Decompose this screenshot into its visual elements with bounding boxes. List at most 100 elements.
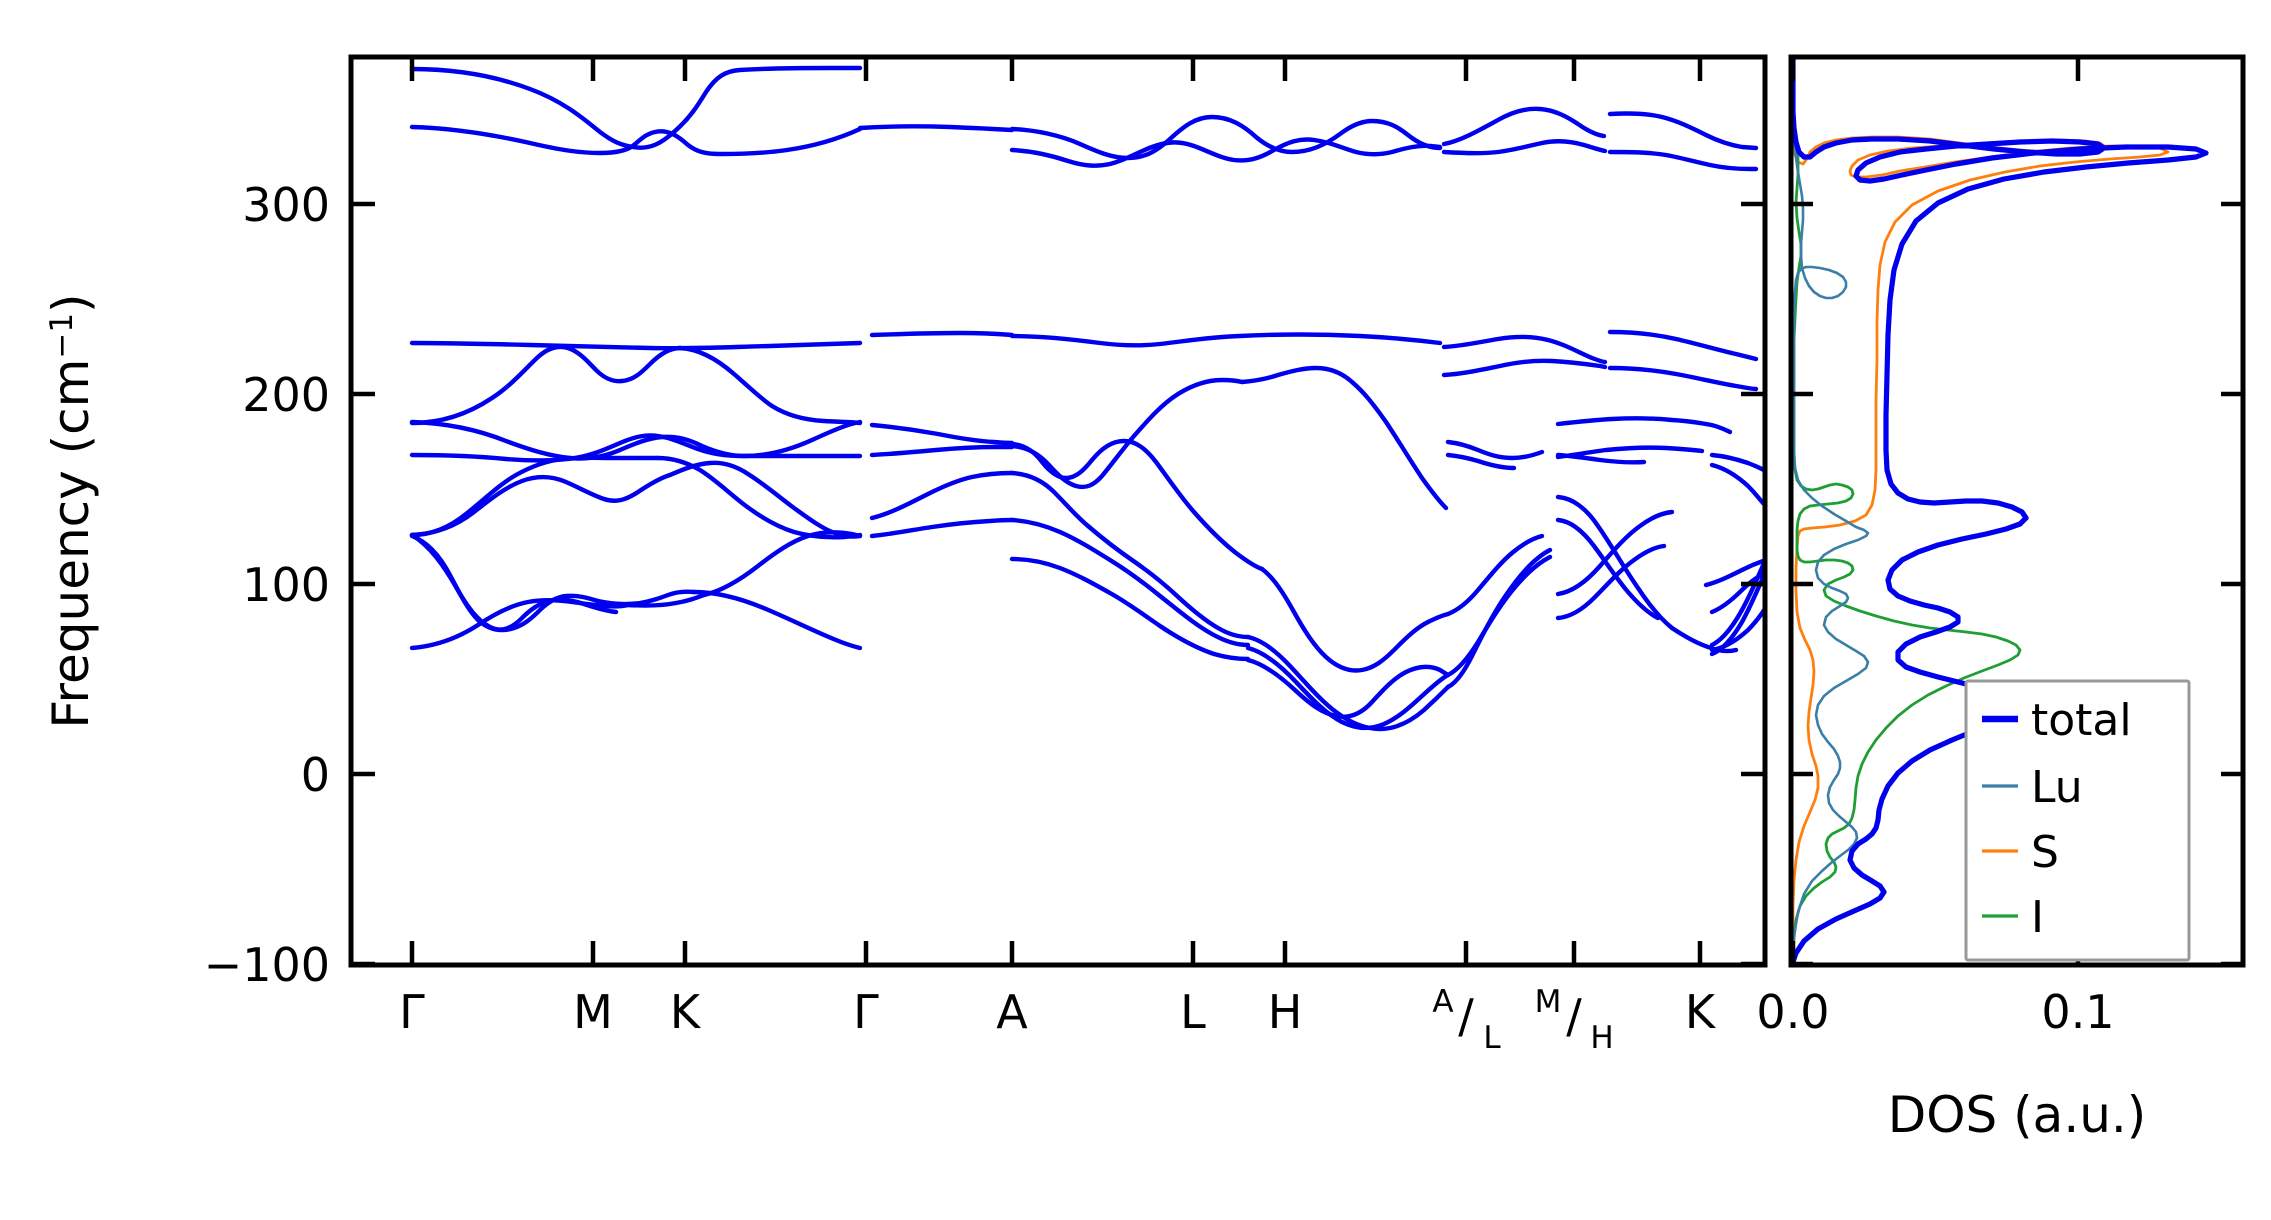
band-x-ticks	[409, 57, 1703, 965]
band-branch	[869, 330, 1015, 338]
band-branch	[1607, 329, 1759, 362]
legend-item-i[interactable]: I	[1982, 892, 2044, 943]
band-branch	[1555, 494, 1675, 631]
band-branch	[409, 597, 631, 651]
band-branch	[1441, 106, 1607, 147]
dos-series-lu	[1791, 57, 1870, 965]
band-branch	[667, 460, 863, 539]
band-branch	[1445, 452, 1517, 471]
band-branch	[1445, 533, 1545, 617]
legend-box	[1964, 679, 2191, 962]
band-xtick-gamma-2: Γ	[853, 985, 879, 1039]
band-panel-frame	[348, 54, 1768, 968]
legend-item-total[interactable]: total	[1982, 695, 2132, 746]
band-branch	[409, 340, 863, 351]
band-branch	[701, 530, 863, 598]
band-branch	[409, 419, 863, 461]
dos-xlabel: DOS (a.u.)	[1888, 1086, 2147, 1144]
band-branch	[1555, 452, 1647, 465]
dos-panel: 0.0 0.1 DOS (a.u.) total Lu S I	[1756, 54, 2246, 1144]
band-xtick-slash-1: /	[1458, 989, 1474, 1043]
band-ytick-0: 0	[301, 748, 330, 802]
band-xtick-gamma-1: Γ	[399, 985, 425, 1039]
band-y-ticks	[351, 201, 1765, 967]
band-branch	[1709, 452, 1765, 473]
legend-label-s: S	[2031, 827, 2059, 878]
legend-label-lu: Lu	[2031, 762, 2083, 813]
band-branch	[1607, 111, 1759, 151]
dos-series-total	[1791, 57, 2209, 965]
band-branch	[1709, 462, 1765, 507]
band-branch	[409, 472, 673, 538]
band-branch	[677, 345, 863, 426]
band-branch	[409, 533, 601, 633]
band-branch	[1607, 365, 1759, 392]
band-branch	[1445, 547, 1553, 690]
band-branch	[1009, 137, 1443, 168]
band-xtick-m: M	[573, 985, 613, 1039]
band-branch	[1445, 554, 1553, 678]
band-branch	[409, 124, 863, 157]
dos-xtick-0: 0.0	[1756, 985, 1829, 1039]
band-xtick-slash-2: /	[1566, 989, 1582, 1043]
band-xtick-k-1: K	[670, 985, 702, 1039]
band-branch	[1709, 555, 1765, 648]
band-branch	[1555, 416, 1709, 427]
band-branch	[1009, 114, 1443, 161]
band-branch	[1245, 645, 1451, 731]
band-curves-low	[409, 365, 1765, 732]
dos-curves	[1791, 57, 2209, 965]
band-branch	[409, 65, 863, 150]
band-branch	[1607, 149, 1759, 172]
band-xtick-a-over-l-top: A	[1432, 984, 1453, 1020]
band-ylabel-exponent: −1	[44, 313, 80, 359]
band-branch	[869, 444, 1015, 458]
band-branch	[595, 589, 697, 607]
band-ytick-100: 100	[242, 558, 330, 612]
band-ylabel-main: Frequency (cm	[42, 359, 100, 729]
band-branch	[1445, 439, 1545, 461]
band-ylabel-paren: )	[42, 293, 100, 313]
band-panel: 300 200 100 0 −100 Frequency (cm−1) Γ M …	[42, 54, 1768, 1056]
band-xtick-m-over-h-bottom: H	[1590, 1020, 1613, 1056]
band-branch	[869, 470, 1015, 521]
band-branch	[409, 344, 683, 426]
band-xtick-a-over-l: A / L	[1432, 984, 1501, 1056]
band-branch	[1555, 543, 1667, 621]
band-branch	[1441, 358, 1608, 378]
legend-label-total: total	[2031, 695, 2132, 746]
band-branch	[1441, 334, 1608, 365]
band-xtick-m-over-h: M / H	[1535, 984, 1614, 1056]
band-branch	[1555, 509, 1675, 597]
band-ylabel-group: Frequency (cm−1)	[42, 293, 100, 728]
legend-item-lu[interactable]: Lu	[1982, 762, 2083, 813]
band-ytick-300: 300	[242, 178, 330, 232]
dos-y-ticks	[1791, 201, 2243, 967]
band-branch	[1555, 445, 1705, 460]
legend: total Lu S I	[1964, 679, 2191, 962]
band-branch	[1009, 517, 1251, 648]
band-branch	[1245, 634, 1451, 732]
band-branch	[1009, 438, 1265, 572]
band-branch	[857, 124, 1015, 133]
band-branch	[1441, 139, 1608, 156]
legend-label-i: I	[2031, 892, 2044, 943]
band-branch	[625, 592, 707, 608]
band-branch	[869, 422, 1015, 446]
band-ylabel: Frequency (cm−1)	[42, 293, 100, 728]
band-branch	[1245, 657, 1451, 719]
band-xtick-a-over-l-bottom: L	[1483, 1020, 1501, 1056]
legend-item-s[interactable]: S	[1982, 827, 2059, 878]
band-ytick-neg100: −100	[204, 938, 330, 992]
band-curves-mid	[409, 329, 1759, 426]
band-branch	[409, 532, 619, 632]
band-xtick-k-2: K	[1685, 985, 1717, 1039]
band-xtick-h: H	[1268, 985, 1303, 1039]
band-branch	[655, 455, 863, 540]
band-curves	[409, 65, 1759, 172]
band-branch	[1009, 470, 1251, 640]
band-branch	[409, 433, 863, 463]
band-branch	[1009, 556, 1251, 662]
band-xtick-a: A	[996, 985, 1028, 1039]
